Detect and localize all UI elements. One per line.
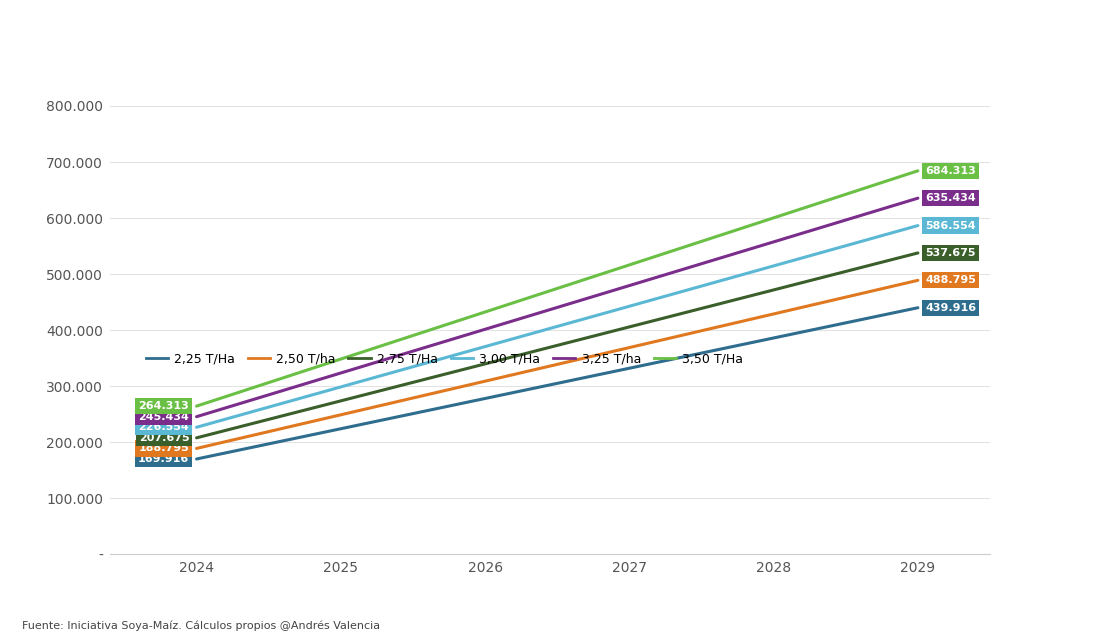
Text: 537.675: 537.675 [925,248,976,258]
Legend: 2,25 T/Ha, 2,50 T/ha, 2,75 T/Ha, 3,00 T/Ha, 3,25 T/ha, 3,50 T/Ha: 2,25 T/Ha, 2,50 T/ha, 2,75 T/Ha, 3,00 T/… [141,347,748,370]
Text: 226.554: 226.554 [139,422,189,433]
Text: 586.554: 586.554 [925,220,976,231]
Text: 635.434: 635.434 [925,193,976,203]
Text: 188.795: 188.795 [139,443,189,454]
Text: Fuente: Iniciativa Soya-Maíz. Cálculos propios @Andrés Valencia: Fuente: Iniciativa Soya-Maíz. Cálculos p… [22,620,381,631]
Text: Proyección de producción de fríjol soya en la Altillanura: Proyección de producción de fríjol soya … [165,27,935,56]
Text: 169.916: 169.916 [139,454,189,464]
Text: 207.675: 207.675 [139,433,189,443]
Text: 488.795: 488.795 [925,275,976,285]
Text: 264.313: 264.313 [139,401,189,411]
Text: 439.916: 439.916 [925,303,976,313]
Text: 684.313: 684.313 [925,166,976,176]
Text: 245.434: 245.434 [139,412,189,422]
